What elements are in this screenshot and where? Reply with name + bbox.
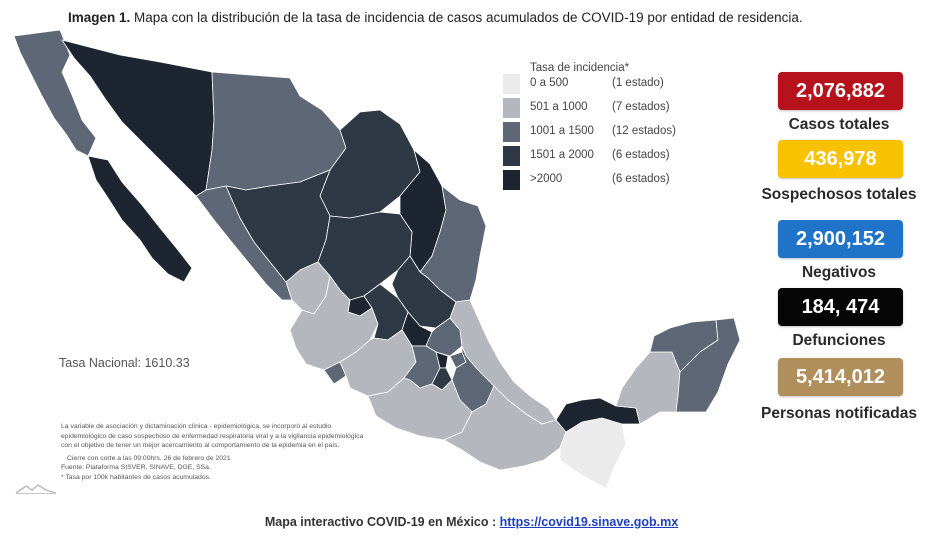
legend-count: (7 estados) xyxy=(612,101,670,113)
legend-count: (6 estados) xyxy=(612,173,670,185)
figure-title: Imagen 1. Mapa con la distribución de la… xyxy=(68,10,803,25)
stat-label: Negativos xyxy=(801,264,877,281)
ssa-logo-icon xyxy=(15,484,57,494)
state-quintana-roo xyxy=(675,317,741,413)
stat-negativos: 2,900,152 Negativos xyxy=(749,220,929,282)
legend-item: >2000 (6 estados) xyxy=(503,170,693,190)
stat-defunciones: 184, 474 Defunciones xyxy=(749,288,929,350)
legend-item: 1501 a 2000 (6 estados) xyxy=(503,146,693,166)
state-guerrero xyxy=(367,377,473,441)
stat-label: Sospechosos totales xyxy=(761,186,917,203)
footer-text: Mapa interactivo COVID-19 en México : xyxy=(264,515,497,529)
legend-range: 1001 a 1500 xyxy=(530,125,594,137)
stat-value-box: 2,076,882 xyxy=(778,72,903,110)
stat-value-box: 436,978 xyxy=(778,140,903,178)
legend-item: 0 a 500 (1 estado) xyxy=(503,74,693,94)
stat-sospechosos-totales: 436,978 Sospechosos totales xyxy=(749,140,929,203)
stat-personas-notificadas: 5,414,012 Personas notificadas xyxy=(749,358,929,426)
footnote-line: * Tasa por 100k habitantes de casos acum… xyxy=(61,473,211,481)
footnote-line: Cierre con corte a las 09:00hrs, 26 de f… xyxy=(67,454,231,462)
legend-swatch xyxy=(503,122,520,142)
stat-label: Defunciones xyxy=(792,332,886,349)
stat-casos-totales: 2,076,882 Casos totales xyxy=(749,72,929,134)
legend-swatch xyxy=(503,170,520,190)
legend-swatch xyxy=(503,146,520,166)
stat-label: Personas notificadas xyxy=(761,405,917,422)
legend-count: (6 estados) xyxy=(612,149,670,161)
national-rate: Tasa Nacional: 1610.33 xyxy=(59,356,190,370)
footnotes: La variable de asociación y dictaminació… xyxy=(61,422,391,483)
legend-item: 1001 a 1500 (12 estados) xyxy=(503,122,693,142)
stat-value-box: 184, 474 xyxy=(778,288,903,326)
legend-range: >2000 xyxy=(530,173,563,185)
legend-swatch xyxy=(503,98,520,118)
state-baja-california-sur xyxy=(87,155,193,283)
legend-swatch xyxy=(503,74,520,94)
legend-range: 501 a 1000 xyxy=(530,101,588,113)
footer: Mapa interactivo COVID-19 en México : ht… xyxy=(0,515,943,529)
footnote-line: La variable de asociación y dictaminació… xyxy=(61,423,332,430)
stat-value-box: 2,900,152 xyxy=(778,220,903,258)
footnote-line: Fuente: Plataforma SISVER, SINAVE, DGE, … xyxy=(61,464,211,472)
legend-item: 501 a 1000 (7 estados) xyxy=(503,98,693,118)
legend-range: 1501 a 2000 xyxy=(530,149,594,161)
stat-label: Casos totales xyxy=(788,116,890,133)
footnote-line: epidemiológico de caso sospechoso de enf… xyxy=(61,432,364,440)
legend-title: Tasa de incidencia* xyxy=(530,62,630,74)
footnote-line: con el objetivo de tener un mejor acerca… xyxy=(61,442,340,450)
legend-range: 0 a 500 xyxy=(530,77,569,89)
state-sonora xyxy=(61,39,215,197)
legend-count: (12 estados) xyxy=(612,125,676,137)
footer-link[interactable]: https://covid19.sinave.gob.mx xyxy=(499,515,679,529)
stat-value-box: 5,414,012 xyxy=(778,358,903,396)
legend-count: (1 estado) xyxy=(612,77,664,89)
